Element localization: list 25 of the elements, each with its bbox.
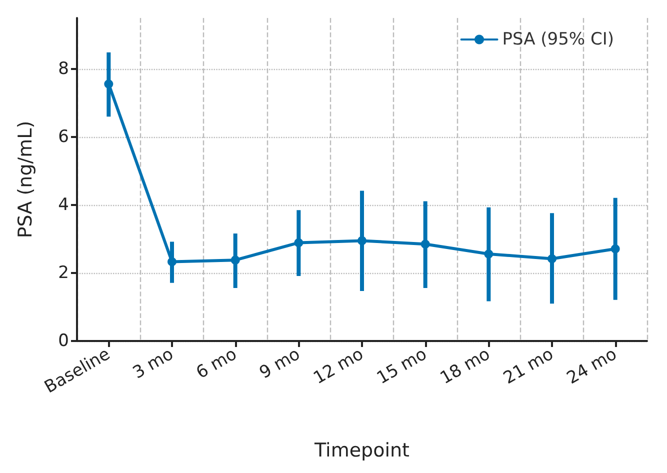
y-tick-label: 0 bbox=[58, 331, 69, 351]
x-tick-label: 9 mo bbox=[256, 344, 304, 384]
x-tick-label: 6 mo bbox=[192, 344, 240, 384]
point bbox=[610, 244, 620, 254]
x-tick-label: 18 mo bbox=[436, 344, 494, 389]
x-tick-label: 24 mo bbox=[564, 344, 620, 389]
legend-label: PSA (95% CI) bbox=[502, 30, 614, 50]
y-tick-label: 2 bbox=[58, 263, 69, 283]
x-axis-title: Timepoint bbox=[314, 440, 410, 462]
point bbox=[548, 254, 556, 264]
point bbox=[104, 79, 114, 88]
point bbox=[294, 238, 304, 248]
y-tick-label: 6 bbox=[58, 127, 69, 147]
y-tick-label: 8 bbox=[58, 59, 69, 79]
y-axis-title: PSA (ng/mL) bbox=[14, 120, 36, 238]
point bbox=[230, 256, 240, 265]
point bbox=[420, 240, 430, 249]
x-tick-label: 12 mo bbox=[310, 344, 367, 389]
x-tick-label: 3 mo bbox=[130, 344, 177, 384]
point bbox=[484, 249, 494, 258]
point bbox=[168, 257, 176, 266]
y-tick-label: 4 bbox=[58, 195, 69, 215]
point bbox=[358, 236, 366, 246]
x-tick-label: 15 mo bbox=[374, 344, 430, 389]
x-tick-label: 21 mo bbox=[500, 344, 557, 389]
